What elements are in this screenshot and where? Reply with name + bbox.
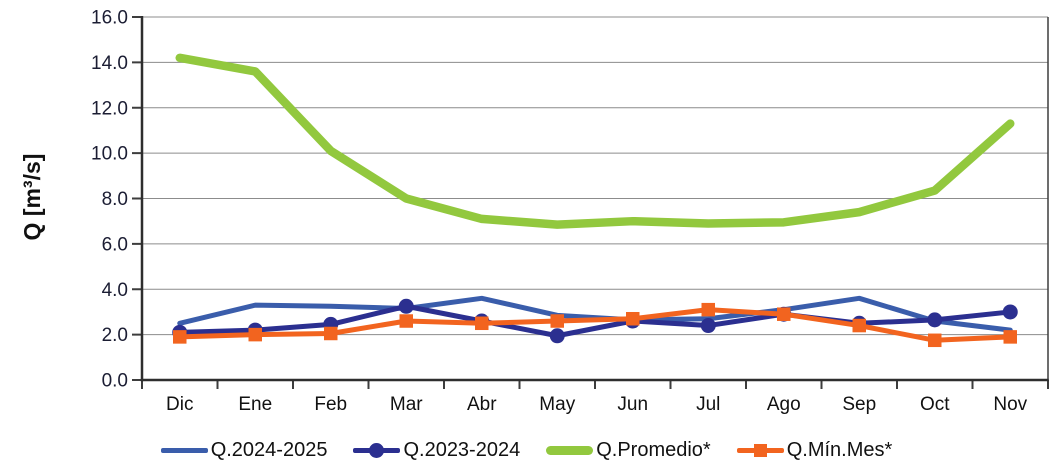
legend-item-q2023-2024: Q.2023-2024: [353, 439, 520, 462]
legend-item-q-min-mes: Q.Mín.Mes*: [736, 438, 893, 462]
series-line-Q.Mín.Mes*: [177, 307, 1013, 343]
x-tick-label: Jul: [696, 394, 720, 415]
x-tick-label: Ene: [238, 394, 272, 415]
x-tick-label: Mar: [390, 394, 423, 415]
series-line-Q.2023-2024: [177, 303, 1013, 339]
x-tick-label: Nov: [993, 394, 1027, 415]
x-tick-label: Ago: [767, 394, 801, 415]
series-line-Q.Promedio*: [175, 53, 1015, 229]
x-tick-label: Sep: [842, 394, 876, 415]
x-tick-label: Dic: [166, 394, 193, 415]
x-tick-label: Feb: [314, 394, 347, 415]
x-tick-label: Abr: [467, 394, 497, 415]
x-tick-label: May: [539, 394, 575, 415]
legend-item-q-promedio: Q.Promedio*: [546, 439, 711, 462]
line-circle-swatch-icon: [353, 442, 401, 459]
y-tick-label: 12.0: [91, 98, 128, 119]
legend-label: Q.2024-2025: [210, 438, 328, 461]
y-tick-label: 0.0: [102, 371, 128, 392]
x-tick-label: Jun: [617, 394, 648, 415]
legend: Q.2024-2025 Q.2023-2024 Q.Promedio* Q.Mí…: [0, 432, 1053, 468]
legend-label: Q.2023-2024: [403, 438, 521, 461]
legend-label: Q.Mín.Mes*: [786, 438, 893, 461]
thick-line-swatch-icon: [546, 442, 594, 459]
y-tick-label: 8.0: [102, 189, 128, 210]
y-tick-label: 14.0: [91, 53, 128, 74]
y-tick-label: 2.0: [102, 325, 128, 346]
legend-label: Q.Promedio*: [596, 438, 711, 461]
y-tick-label: 16.0: [91, 8, 128, 29]
x-tick-label: Oct: [920, 394, 950, 415]
y-tick-label: 6.0: [102, 234, 128, 255]
line-swatch-icon: [160, 442, 208, 459]
legend-item-q2024-2025: Q.2024-2025: [160, 438, 328, 462]
plot-area: 0.0 2.0 4.0 6.0 8.0 10.0 12.0 14.0 16.0 Dic Ene Feb…: [91, 8, 1049, 415]
y-tick-label: 4.0: [102, 280, 128, 301]
line-square-swatch-icon: [736, 442, 784, 459]
y-tick-label: 10.0: [91, 144, 128, 165]
